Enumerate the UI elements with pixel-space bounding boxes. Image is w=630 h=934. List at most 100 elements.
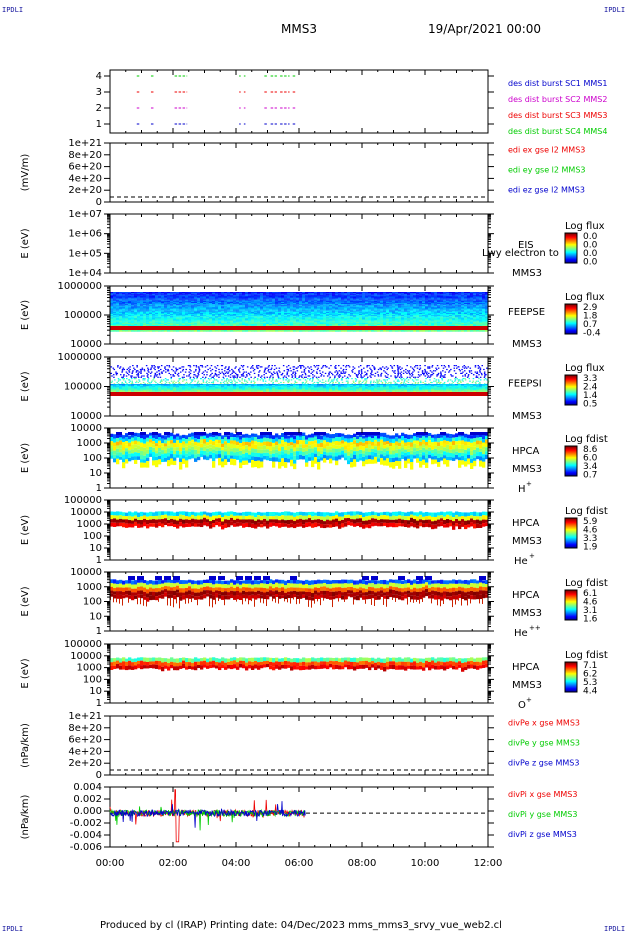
feepse-cell — [431, 325, 435, 327]
feepse-cell — [227, 321, 231, 323]
feepse-cell — [281, 321, 285, 323]
feepse-cell — [266, 307, 270, 309]
feepse-cell — [308, 330, 312, 332]
feepse-cell — [404, 295, 408, 297]
spacecraft-title: MMS3 — [281, 22, 317, 36]
feepse-cell — [389, 303, 393, 305]
feepse-cell — [200, 310, 204, 312]
feepse-cell — [236, 306, 240, 308]
feepse-band — [113, 326, 117, 330]
feepse-cell — [218, 299, 222, 301]
feepse-cell — [377, 305, 381, 307]
feepse-cell — [473, 292, 477, 294]
feepse-cell — [371, 311, 375, 313]
feepse-cell — [446, 300, 450, 302]
feepse-cell — [449, 300, 453, 302]
feepse-cell — [437, 301, 441, 304]
feepse-cell — [161, 297, 165, 299]
feepse-cell — [224, 320, 228, 322]
feepse-band — [119, 326, 123, 330]
feepse-cell — [224, 298, 228, 300]
feepse-cell — [344, 322, 348, 324]
feepse-cell — [272, 304, 276, 306]
feepse-cell — [272, 296, 276, 298]
feepse-cell — [191, 305, 195, 307]
feepse-cell — [440, 309, 444, 311]
feepse-cell — [113, 301, 117, 304]
feepse-cell — [290, 319, 294, 321]
feepse-cell — [410, 294, 414, 296]
feepse-cell — [479, 321, 483, 323]
feepse-cell — [410, 306, 414, 308]
feepse-cell — [296, 304, 300, 306]
feepse-cell — [338, 317, 342, 319]
feepse-cell — [167, 321, 171, 323]
feepse-cell — [473, 298, 477, 300]
feepse-cell — [236, 314, 240, 316]
feepse-cell — [233, 292, 237, 294]
feepse-cell — [356, 309, 360, 311]
feepse-cell — [338, 293, 342, 295]
feepse-cell — [440, 292, 444, 294]
feepse-cell — [290, 295, 294, 297]
feepse-cell — [335, 319, 339, 321]
feepse-cell — [398, 317, 402, 319]
feepse-cell — [446, 293, 450, 295]
feepse-cell — [284, 325, 288, 327]
feepse-cell — [155, 320, 159, 322]
feepse-cell — [377, 292, 381, 294]
feepse-cell — [344, 294, 348, 296]
feepse-cell — [206, 297, 210, 299]
feepse-cell — [425, 311, 429, 313]
feepse-cell — [260, 323, 264, 326]
feepse-cell — [419, 314, 423, 316]
feepse-cell — [380, 325, 384, 327]
feepse-cell — [200, 298, 204, 300]
feepse-cell — [140, 320, 144, 322]
feepse-cell — [266, 293, 270, 295]
feepse-cell — [134, 296, 138, 298]
feepse-cell — [404, 322, 408, 324]
feepse-cell — [188, 311, 192, 313]
feepse-cell — [413, 295, 417, 297]
feepse-cell — [404, 297, 408, 299]
feepse-cell — [455, 323, 459, 326]
feepse-cell — [248, 294, 252, 296]
feepse-cell — [284, 312, 288, 315]
feepse-cell — [200, 318, 204, 320]
feepse-band — [470, 326, 474, 330]
feepse-cell — [209, 305, 213, 307]
feepse-cell — [146, 315, 150, 317]
feepse-cell — [416, 315, 420, 317]
feepse-cell — [200, 292, 204, 294]
feepse-cell — [128, 301, 132, 304]
feepse-cell — [290, 299, 294, 301]
feepse-cell — [287, 292, 291, 294]
feepse-cell — [137, 322, 141, 324]
feepse-cell — [173, 305, 177, 307]
feepse-cell — [428, 319, 432, 321]
feepse-cell — [314, 305, 318, 307]
feepse-cell — [455, 308, 459, 310]
feepse-cell — [299, 318, 303, 320]
feepse-cell — [113, 314, 117, 316]
feepse-cell — [326, 314, 330, 316]
feepse-cell — [389, 319, 393, 321]
feepse-cell — [161, 301, 165, 304]
feepse-cell — [230, 303, 234, 305]
feepse-cell — [233, 318, 237, 320]
feepse-cell — [347, 323, 351, 326]
feepse-cell — [413, 312, 417, 315]
feepse-cell — [305, 312, 309, 315]
feepse-cell — [182, 299, 186, 301]
feepse-cell — [248, 296, 252, 298]
feepse-cell — [389, 320, 393, 322]
feepse-cell — [278, 311, 282, 313]
feepse-cell — [254, 304, 258, 306]
feepse-cell — [152, 304, 156, 306]
feepse-cell — [461, 312, 465, 315]
feepse-cell — [449, 305, 453, 307]
feepse-cell — [122, 318, 126, 320]
feepse-cell — [173, 298, 177, 300]
feepse-cell — [440, 299, 444, 301]
